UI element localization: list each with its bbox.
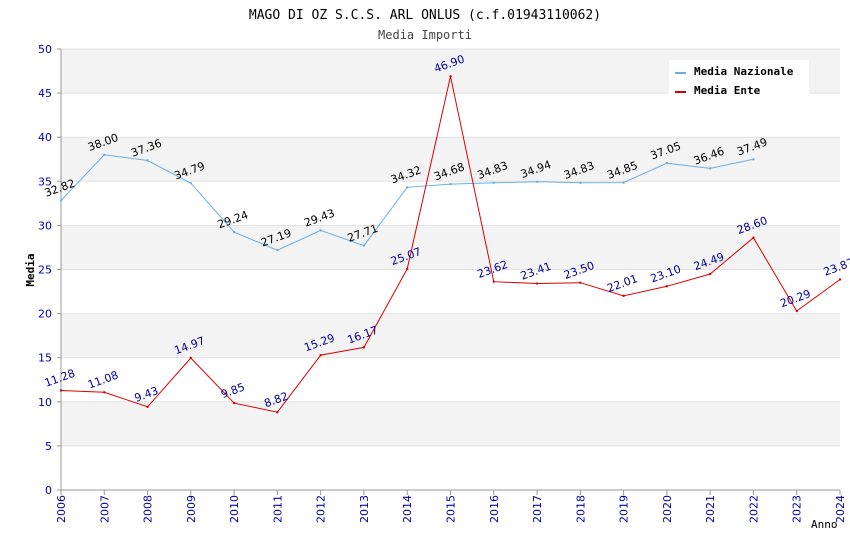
x-tick-label: 2021	[704, 495, 717, 523]
grid-band	[61, 181, 840, 226]
data-point	[406, 186, 409, 189]
x-tick-labels: 2006 2007 2008 2009 2010 2011 2012 2013 2014 2015…	[55, 495, 847, 523]
x-tick-label: 2017	[531, 495, 544, 523]
data-point	[622, 294, 625, 298]
data-point	[362, 244, 366, 247]
grid-band	[61, 445, 840, 490]
data-point	[449, 75, 452, 78]
series-lines	[59, 75, 842, 414]
data-point	[59, 389, 63, 392]
data-point	[406, 267, 409, 271]
grid-band	[61, 357, 840, 402]
grid-band	[61, 137, 840, 182]
data-point	[795, 309, 798, 313]
x-tick-label: 2011	[271, 495, 284, 523]
y-tick-label: 30	[38, 219, 52, 232]
data-point	[103, 153, 106, 157]
x-tick-label: 2013	[358, 495, 371, 523]
x-axis-label: Anno	[811, 518, 838, 531]
data-point	[838, 278, 842, 281]
grid-band	[61, 313, 840, 358]
data-point	[708, 167, 712, 170]
chart-subtitle: Media Importi	[378, 28, 472, 42]
x-tick-label: 2010	[228, 495, 241, 523]
chart-title: MAGO DI OZ S.C.S. ARL ONLUS (c.f.0194311…	[249, 8, 601, 23]
data-point	[535, 180, 539, 184]
x-tick-label: 2018	[574, 495, 587, 523]
y-tick-label: 40	[38, 131, 52, 144]
legend: Media Nazionale Media Ente	[669, 60, 809, 98]
x-tick-label: 2023	[791, 495, 804, 523]
data-point	[232, 401, 236, 405]
y-tick-label: 0	[45, 484, 52, 497]
data-point	[665, 162, 669, 165]
y-tick-label: 15	[38, 352, 52, 365]
y-axis-label: Media	[24, 253, 37, 286]
x-tick-label: 2019	[618, 495, 631, 523]
data-point	[319, 353, 322, 357]
axes	[57, 48, 841, 495]
data-point	[146, 159, 149, 162]
data-point	[665, 285, 669, 288]
y-tick-label: 50	[38, 43, 52, 56]
y-tick-label: 35	[38, 175, 52, 188]
grid-band	[61, 401, 840, 446]
x-tick-label: 2022	[747, 495, 760, 523]
data-point	[276, 411, 279, 414]
data-point	[708, 272, 712, 276]
grid-band	[61, 225, 840, 270]
data-point	[752, 158, 755, 161]
data-point	[492, 181, 495, 184]
y-tick-label: 45	[38, 87, 52, 100]
data-point	[492, 280, 495, 283]
x-tick-label: 2006	[55, 495, 68, 523]
data-point	[189, 181, 193, 185]
legend-entry: Media Ente	[694, 84, 761, 97]
data-point	[579, 181, 582, 184]
data-point	[535, 282, 539, 285]
data-point	[232, 230, 236, 234]
y-tick-label: 20	[38, 308, 52, 321]
legend-entry: Media Nazionale	[694, 65, 794, 78]
data-point	[449, 182, 452, 186]
grid-band	[61, 93, 840, 138]
y-tick-label: 5	[45, 440, 52, 453]
x-tick-label: 2012	[315, 495, 328, 523]
y-tick-label: 10	[38, 396, 52, 409]
data-point	[319, 229, 322, 232]
data-point	[103, 391, 106, 394]
x-tick-label: 2008	[142, 495, 155, 523]
x-tick-label: 2007	[98, 495, 111, 523]
data-point	[59, 199, 63, 202]
data-point	[579, 281, 582, 284]
x-tick-label: 2024	[834, 495, 847, 523]
data-point	[146, 405, 149, 409]
data-point	[752, 236, 755, 239]
x-tick-label: 2016	[488, 495, 501, 523]
legend-box	[669, 60, 809, 98]
data-point	[189, 356, 193, 360]
data-point	[362, 346, 366, 349]
y-tick-labels: 0 5 10 15 20 25 30 35 40 45 50	[38, 43, 52, 497]
grid-band	[61, 269, 840, 314]
y-tick-label: 25	[38, 264, 52, 277]
x-tick-label: 2014	[401, 495, 414, 523]
data-point	[622, 181, 625, 184]
x-tick-label: 2015	[445, 495, 458, 523]
x-tick-label: 2020	[661, 495, 674, 523]
data-point	[276, 248, 279, 252]
grid-bands	[61, 49, 840, 490]
x-tick-label: 2009	[185, 495, 198, 523]
